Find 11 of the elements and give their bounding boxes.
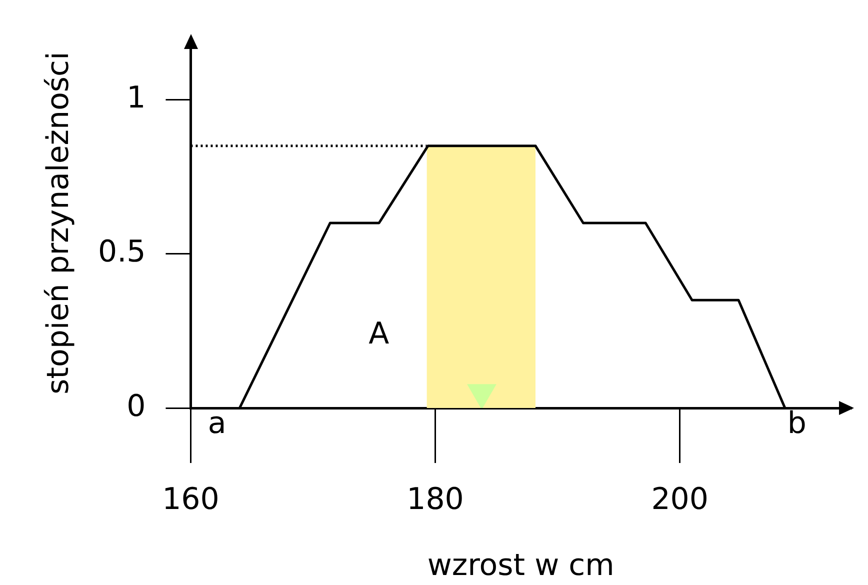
x-tick-label: 180 <box>406 482 464 517</box>
x-tick-label: 200 <box>651 482 708 517</box>
annotation: b <box>787 406 806 441</box>
annotation: a <box>208 406 226 441</box>
y-tick-label: 0.5 <box>98 234 146 270</box>
annotation: A <box>368 316 390 352</box>
y-tick-label: 0 <box>126 388 146 424</box>
x-tick-label: 160 <box>162 482 220 517</box>
x-axis-title: wzrost w cm <box>427 548 614 583</box>
y-tick-label: 1 <box>126 80 146 116</box>
y-axis-title: stopień przynależności <box>40 52 76 394</box>
